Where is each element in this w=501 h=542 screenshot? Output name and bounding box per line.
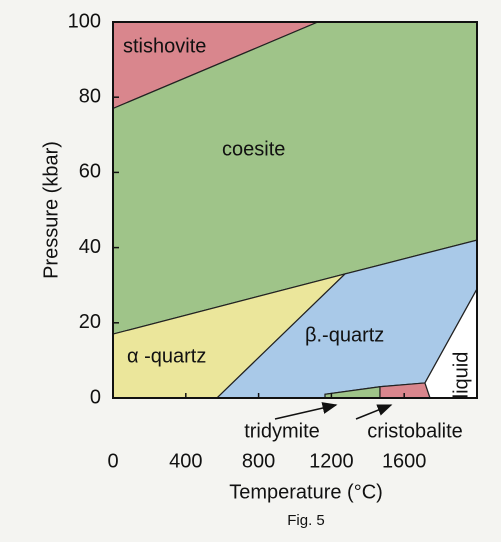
region-label: liquid <box>450 352 472 399</box>
region-label: stishovite <box>123 35 206 57</box>
x-axis-label: Temperature (°C) <box>229 481 383 503</box>
x-tick-label: 800 <box>242 450 275 472</box>
y-tick-label: 80 <box>79 85 101 107</box>
phase-region <box>424 287 477 398</box>
x-tick-label: 0 <box>107 450 118 472</box>
y-tick-label: 0 <box>90 386 101 408</box>
region-label: β.-quartz <box>305 324 384 346</box>
y-tick-label: 60 <box>79 161 101 183</box>
phase-region <box>113 22 477 335</box>
plot-frame <box>112 21 478 399</box>
phase-region <box>113 272 348 398</box>
x-tick-label: 1200 <box>309 450 354 472</box>
y-tick-label: 20 <box>79 311 101 333</box>
y-axis-label: Pressure (kbar) <box>40 141 62 279</box>
region-label: α -quartz <box>127 345 206 367</box>
y-tick-label: 100 <box>68 10 101 32</box>
x-tick-label: 1600 <box>382 450 427 472</box>
region-label: cristobalite <box>367 420 463 442</box>
pointer-arrow <box>355 404 393 420</box>
region-label: tridymite <box>244 420 320 442</box>
pointer-arrow <box>274 402 338 420</box>
caption: Fig. 5 <box>287 512 325 529</box>
y-tick-label: 40 <box>79 236 101 258</box>
x-tick-label: 400 <box>169 450 202 472</box>
region-label: coesite <box>222 138 285 160</box>
